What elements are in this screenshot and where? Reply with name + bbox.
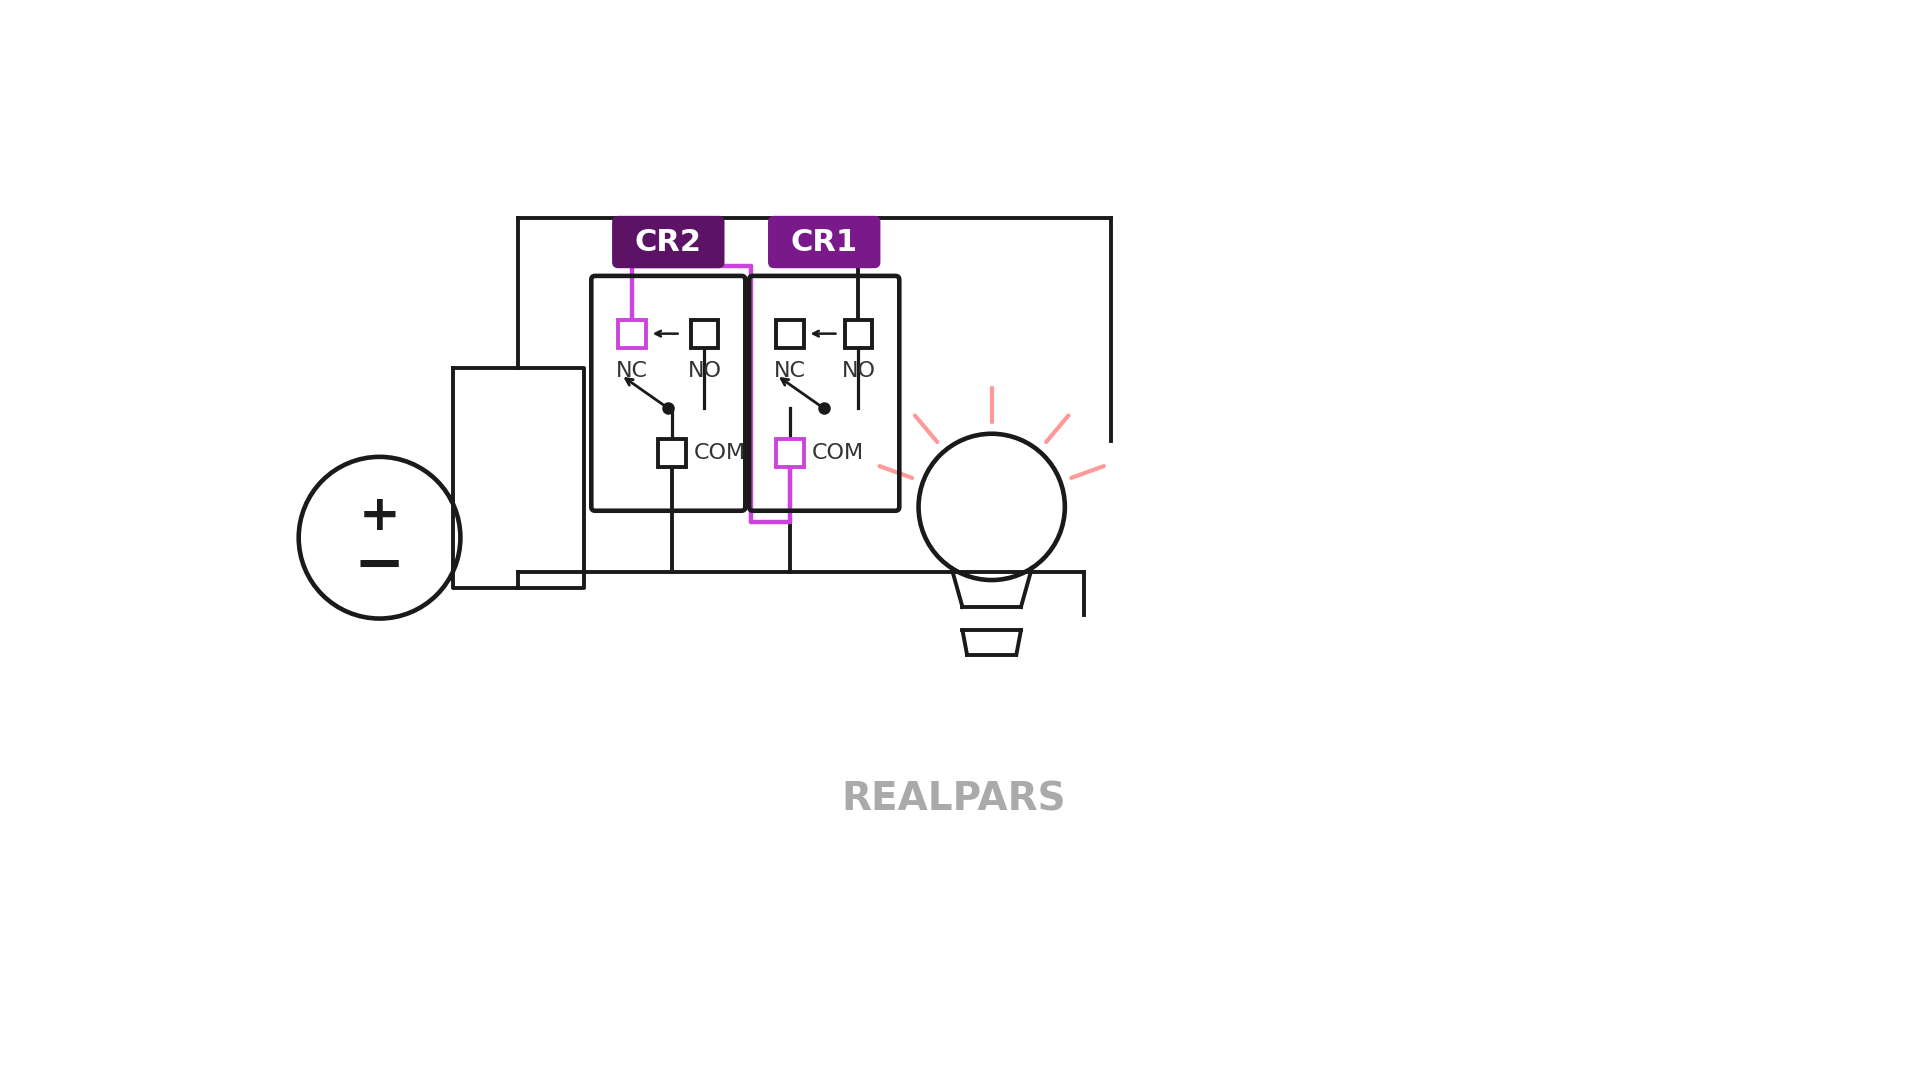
Text: REALPARS: REALPARS bbox=[841, 781, 1066, 819]
Text: CR1: CR1 bbox=[791, 228, 858, 257]
Text: −: − bbox=[353, 538, 405, 596]
Text: NC: NC bbox=[616, 362, 649, 381]
Text: CR2: CR2 bbox=[636, 228, 703, 257]
FancyBboxPatch shape bbox=[768, 216, 881, 268]
Bar bbox=[845, 320, 872, 348]
Bar bbox=[618, 320, 645, 348]
Bar bbox=[776, 440, 804, 467]
Text: COM: COM bbox=[812, 443, 864, 463]
Text: NO: NO bbox=[841, 362, 876, 381]
Bar bbox=[691, 320, 718, 348]
Text: NC: NC bbox=[774, 362, 806, 381]
Text: +: + bbox=[359, 492, 401, 540]
Text: NO: NO bbox=[687, 362, 722, 381]
Bar bbox=[776, 320, 804, 348]
Text: COM: COM bbox=[693, 443, 745, 463]
FancyBboxPatch shape bbox=[612, 216, 724, 268]
Bar bbox=[659, 440, 685, 467]
